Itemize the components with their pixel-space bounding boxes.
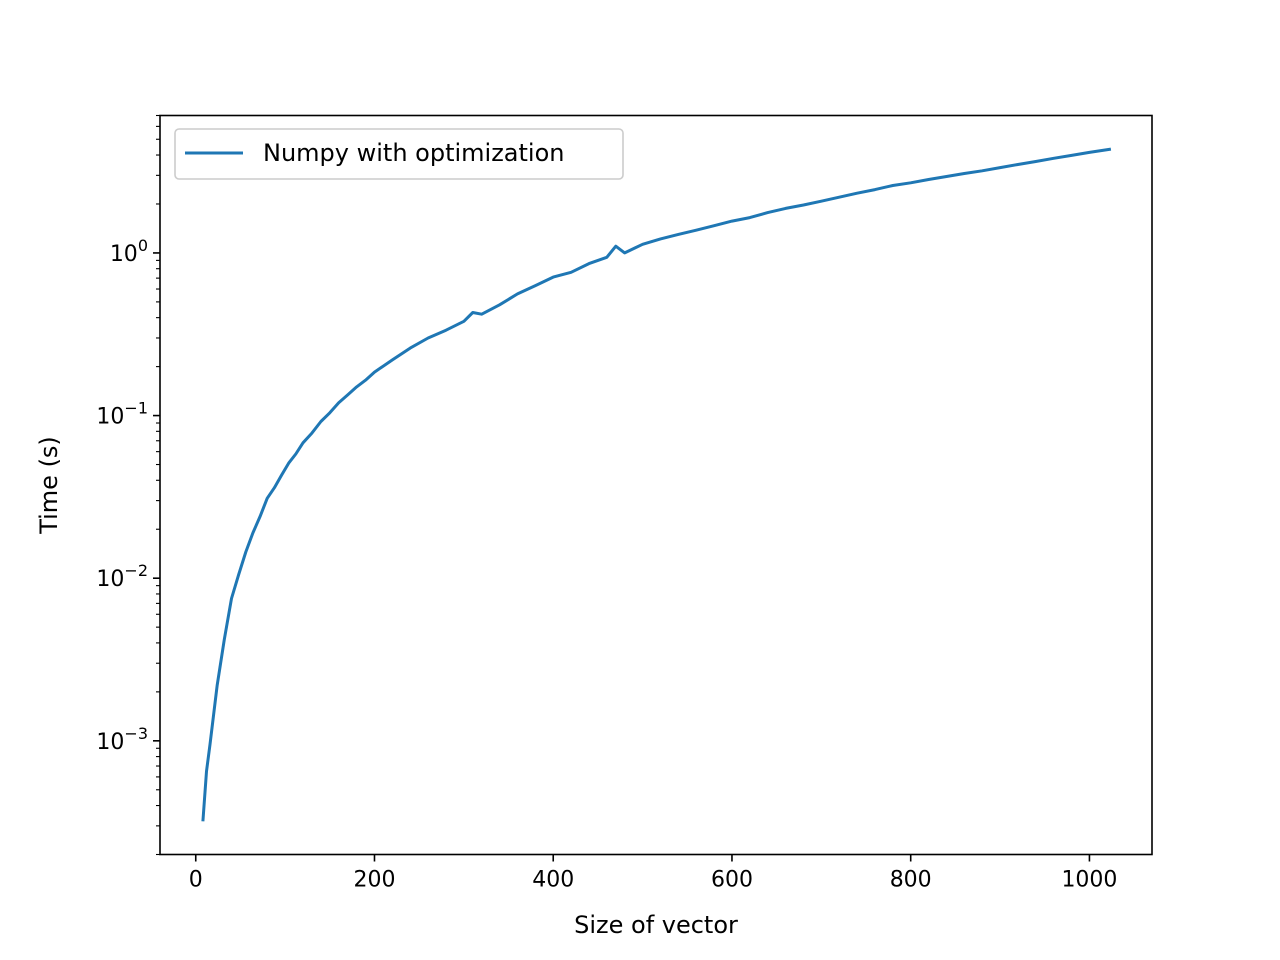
- x-tick-label: 600: [711, 868, 753, 893]
- x-tick-label: 800: [890, 868, 932, 893]
- x-tick-label: 200: [353, 868, 395, 893]
- y-tick-label: 10−2: [96, 561, 148, 592]
- y-tick-label: 10−1: [96, 399, 148, 430]
- x-tick-label: 1000: [1061, 868, 1117, 893]
- x-tick-label: 400: [532, 868, 574, 893]
- y-tick-label: 10−3: [96, 724, 148, 755]
- y-axis-ticks: 10−3 10−2 10−1 100: [96, 114, 160, 856]
- plot-frame: [159, 114, 1153, 856]
- legend-box: [174, 128, 624, 180]
- y-axis-title: Time (s): [35, 436, 63, 535]
- x-axis-title: Size of vector: [574, 911, 738, 939]
- plot-layer: [201, 147, 1112, 822]
- legend-label: Numpy with optimization: [263, 139, 564, 167]
- x-axis-ticks: 0 200 400 600 800 1000: [189, 854, 1117, 893]
- y-tick-label: 100: [110, 236, 148, 267]
- x-tick-label: 0: [189, 868, 203, 893]
- series-line: [201, 147, 1112, 822]
- legend: Numpy with optimization: [174, 128, 624, 180]
